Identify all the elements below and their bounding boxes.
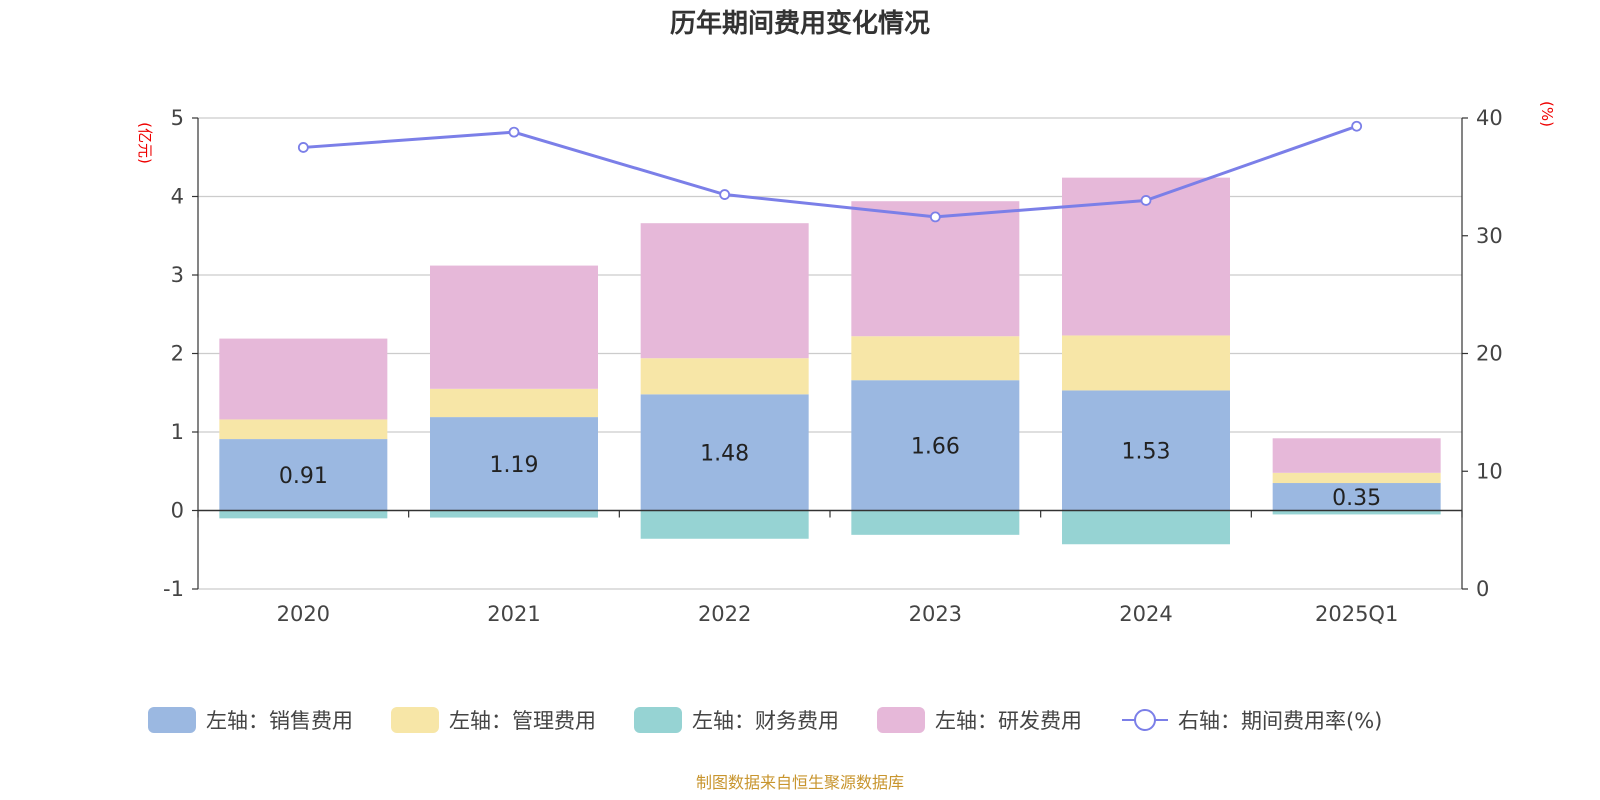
data-labels: 0.91 1.19 1.48 1.66 1.53 0.35: [279, 434, 1381, 510]
left-tick-label: 1: [171, 420, 184, 444]
left-tick-label: 0: [171, 499, 184, 523]
bar-segment: [1062, 390, 1230, 511]
left-tick-label: 5: [171, 106, 184, 130]
left-axis-unit: (亿元): [136, 122, 154, 164]
bar-segment: [1062, 510, 1230, 545]
rate-line-path: [303, 124, 1358, 219]
right-tick-label: 10: [1476, 459, 1503, 483]
bar-segment: [640, 223, 809, 359]
legend-swatch: [391, 707, 439, 733]
bar-segment: [430, 265, 598, 389]
right-tick-label: 40: [1476, 106, 1503, 130]
right-axis-unit: (%): [1538, 101, 1556, 127]
category-label: 2025Q1: [1315, 602, 1398, 626]
sales-value-label: 1.48: [700, 441, 749, 466]
category-label: 2020: [277, 602, 330, 626]
source-note: 制图数据来自恒生聚源数据库: [696, 773, 904, 792]
legend-swatch: [634, 707, 682, 733]
bar-segment: [851, 380, 1020, 511]
bar-segment: [430, 417, 598, 511]
bar-segment: [219, 439, 388, 511]
sales-value-label: 0.35: [1332, 486, 1381, 511]
bar-segment: [1062, 335, 1230, 391]
legend-swatch: [877, 707, 925, 733]
bar-segment: [851, 336, 1020, 381]
legend-label: 左轴：财务费用: [692, 709, 839, 733]
right-tick-label: 30: [1476, 224, 1503, 248]
bar-segment: [851, 510, 1020, 535]
rate-point: [1140, 195, 1152, 206]
bar-segment: [640, 394, 809, 511]
category-label: 2023: [909, 602, 962, 626]
rate-point: [297, 142, 309, 153]
rate-point: [1351, 120, 1363, 132]
bar-segment: [1272, 510, 1441, 515]
axes: -1 0 1 2 3 4 5 0 10 20 30 40 (亿元) (%) 2020 2021 2022 2023…: [136, 101, 1556, 626]
legend-label: 左轴：销售费用: [206, 709, 353, 733]
right-tick-label: 20: [1476, 342, 1503, 366]
bar-segment: [1272, 483, 1441, 511]
bars: [219, 177, 1441, 545]
category-label: 2022: [698, 602, 751, 626]
left-tick-label: -1: [163, 577, 184, 601]
rate-point: [929, 211, 941, 223]
legend-label: 左轴：管理费用: [449, 709, 596, 733]
bar-segment: [219, 419, 388, 440]
legend-circle-swatch: [1134, 709, 1156, 731]
gridlines: [198, 117, 1462, 590]
bar-segment: [430, 388, 598, 418]
rate-line: [297, 120, 1363, 223]
left-tick-label: 4: [171, 185, 184, 209]
bar-segment: [640, 358, 809, 395]
bar-segment: [430, 510, 598, 518]
bar-segment: [219, 510, 388, 519]
rate-point: [508, 126, 520, 138]
category-label: 2024: [1119, 602, 1172, 626]
right-tick-label: 0: [1476, 577, 1489, 601]
bar-segment: [1272, 438, 1441, 473]
bar-segment: [640, 510, 809, 539]
sales-value-label: 1.19: [490, 453, 539, 478]
bar-segment: [851, 201, 1020, 337]
sales-value-label: 1.53: [1122, 439, 1171, 464]
rate-point: [719, 189, 731, 200]
legend-label: 左轴：研发费用: [935, 709, 1082, 733]
legend: 左轴：销售费用 左轴：管理费用 左轴：财务费用 左轴：研发费用 右轴：期间费用率(%): [148, 707, 1382, 733]
sales-value-label: 0.91: [279, 464, 328, 489]
left-tick-label: 3: [171, 263, 184, 287]
legend-swatch: [148, 707, 196, 733]
chart-title: 历年期间费用变化情况: [670, 8, 930, 39]
legend-label: 右轴：期间费用率(%): [1178, 709, 1382, 733]
category-label: 2021: [487, 602, 540, 626]
left-tick-label: 2: [171, 342, 184, 366]
sales-value-label: 1.66: [911, 434, 960, 459]
bar-segment: [219, 338, 388, 420]
bar-segment: [1272, 472, 1441, 484]
